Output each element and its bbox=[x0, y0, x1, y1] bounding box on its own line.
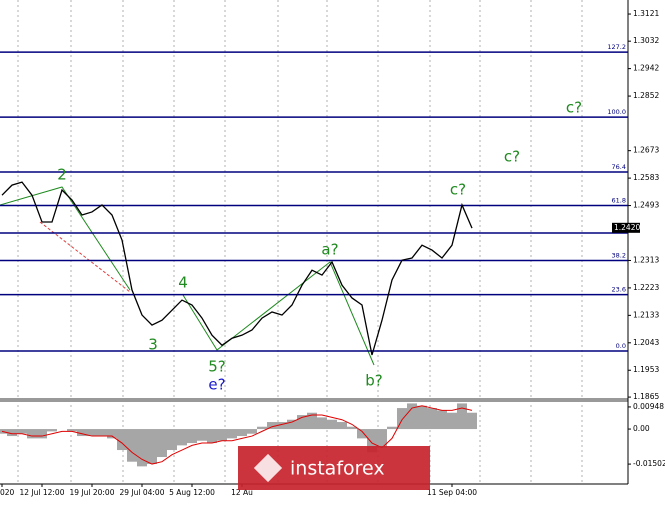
histogram-bar bbox=[187, 429, 197, 444]
y-tick-label: 1.1953 bbox=[633, 365, 659, 374]
histogram-bar bbox=[427, 408, 437, 430]
histogram-bar bbox=[467, 412, 477, 430]
histogram-bar bbox=[327, 419, 337, 430]
y-tick-label: 1.2583 bbox=[633, 173, 659, 182]
histogram-bar bbox=[307, 412, 317, 430]
x-tick-label: 12 Jul 12:00 bbox=[20, 488, 65, 497]
wave-label: c? bbox=[504, 148, 520, 166]
watermark-icon bbox=[253, 453, 283, 483]
wave-label: c? bbox=[450, 181, 466, 199]
histogram-bar bbox=[237, 429, 247, 437]
histogram-bar bbox=[457, 403, 467, 430]
histogram-bar bbox=[387, 426, 397, 430]
x-tick-label: 5 Aug 12:00 bbox=[169, 488, 215, 497]
histogram-bar bbox=[147, 429, 157, 465]
wave-label: c? bbox=[566, 99, 582, 117]
wave-label: 3 bbox=[148, 336, 158, 354]
y-tick-label: 1.1865 bbox=[633, 392, 659, 401]
y-tick-label: 1.2942 bbox=[633, 64, 659, 73]
histogram-bar bbox=[37, 429, 47, 439]
histogram-bar bbox=[177, 429, 187, 446]
wave-label: 2 bbox=[57, 166, 67, 184]
wave-label: e? bbox=[208, 376, 225, 394]
histogram-bar bbox=[317, 417, 327, 430]
x-tick-label: 11 Sep 04:00 bbox=[427, 488, 477, 497]
watermark-text: instaforex bbox=[290, 458, 385, 480]
histogram-bar bbox=[87, 429, 97, 437]
y-tick-label: -0.01502 bbox=[633, 459, 665, 468]
histogram-bar bbox=[137, 429, 147, 467]
histogram-bar bbox=[217, 429, 227, 441]
histogram-bar bbox=[357, 429, 367, 439]
histogram-bar bbox=[67, 429, 77, 432]
y-tick-label: 1.2043 bbox=[633, 338, 659, 347]
histogram-bar bbox=[27, 429, 37, 439]
x-tick-label: 12 Au bbox=[231, 488, 253, 497]
histogram-bar bbox=[107, 429, 117, 439]
watermark: instaforex bbox=[238, 446, 430, 490]
last-price-box bbox=[612, 222, 640, 233]
histogram-bar bbox=[407, 403, 417, 430]
histogram-bar bbox=[17, 429, 27, 434]
last-price-label: 1.2420 bbox=[614, 223, 640, 232]
wave-label: 4 bbox=[178, 274, 188, 292]
fib-label: 23.6 bbox=[612, 286, 626, 294]
histogram-bar bbox=[367, 429, 377, 453]
histogram-bar bbox=[47, 429, 57, 432]
histogram-bar bbox=[297, 415, 307, 430]
histogram-bar bbox=[257, 426, 267, 430]
histogram-bar bbox=[267, 422, 277, 430]
histogram-bar bbox=[7, 429, 17, 437]
histogram-bar bbox=[117, 429, 127, 451]
histogram-bar bbox=[437, 410, 447, 430]
histogram-bar bbox=[417, 405, 427, 430]
histogram-bar bbox=[97, 429, 107, 437]
histogram-bar bbox=[197, 429, 207, 441]
signal-line bbox=[1, 405, 473, 465]
y-tick-label: 1.2223 bbox=[633, 283, 659, 292]
y-tick-label: 1.3032 bbox=[633, 36, 659, 45]
price-line bbox=[1, 181, 473, 356]
fib-label: 61.8 bbox=[612, 197, 626, 205]
wave-lines bbox=[0, 186, 375, 366]
wave-label: b? bbox=[365, 372, 382, 390]
fib-label: 127.2 bbox=[607, 43, 626, 51]
y-tick-label: 1.2673 bbox=[633, 146, 659, 155]
histogram-bar bbox=[77, 429, 87, 437]
histogram-bar bbox=[127, 429, 137, 462]
y-tick-label: 0.00948 bbox=[633, 402, 664, 411]
y-tick-label: 1.2313 bbox=[633, 255, 659, 264]
histogram-bar bbox=[377, 429, 387, 448]
fib-label: 0.0 bbox=[616, 342, 626, 350]
histogram-bar bbox=[227, 429, 237, 439]
y-tick-label: 1.2852 bbox=[633, 91, 659, 100]
histogram-bar bbox=[447, 412, 457, 430]
wave-label: a? bbox=[321, 241, 338, 259]
histogram-bar bbox=[207, 429, 217, 444]
histogram-bar bbox=[347, 426, 357, 430]
y-tick-label: 1.3121 bbox=[633, 9, 659, 18]
histogram-bar bbox=[287, 419, 297, 430]
fib-label: 38.2 bbox=[612, 251, 626, 259]
x-tick-label: 020 bbox=[0, 488, 15, 497]
y-tick-label: 1.2133 bbox=[633, 310, 659, 319]
x-tick-label: 19 Jul 20:00 bbox=[70, 488, 115, 497]
y-tick-label: 0.00 bbox=[633, 424, 650, 433]
histogram-bar bbox=[247, 429, 257, 434]
wave-label: 5? bbox=[208, 358, 226, 376]
histogram-bar bbox=[397, 408, 407, 430]
y-tick-label: 1.2493 bbox=[633, 201, 659, 210]
histogram-bar bbox=[167, 429, 177, 451]
histogram-bar bbox=[157, 429, 167, 458]
fib-label: 100.0 bbox=[607, 108, 626, 116]
histogram-bar bbox=[277, 422, 287, 430]
x-tick-label: 29 Jul 04:00 bbox=[120, 488, 165, 497]
fib-label: 76.4 bbox=[612, 163, 626, 171]
time-grid bbox=[17, 0, 583, 484]
histogram-bar bbox=[337, 422, 347, 430]
